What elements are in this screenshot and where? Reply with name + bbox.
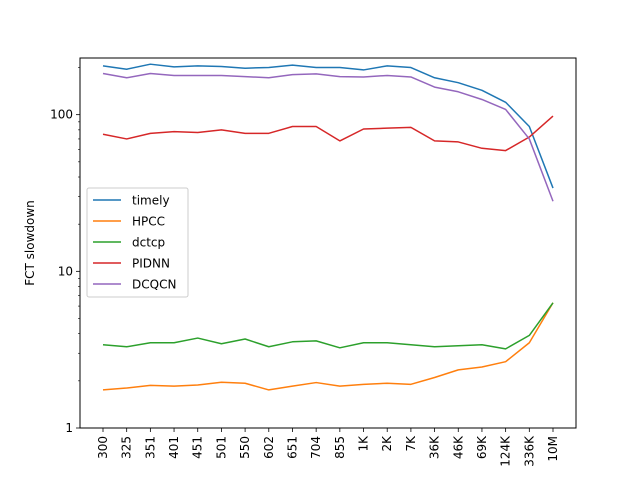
legend-label-hpcc: HPCC — [132, 215, 165, 229]
x-tick-label: 501 — [214, 436, 228, 459]
series-line-dctcp — [102, 302, 554, 350]
y-tick-label: 100 — [50, 108, 73, 122]
x-tick-label: 10M — [546, 436, 560, 462]
x-tick-label: 46K — [451, 435, 465, 459]
y-tick-label: 10 — [58, 264, 73, 278]
x-tick-label: 351 — [143, 436, 157, 459]
x-tick-label: 1K — [357, 435, 371, 452]
x-tick-label: 651 — [285, 436, 299, 459]
x-tick-label: 36K — [428, 435, 442, 459]
y-axis-label: FCT slowdown — [23, 200, 37, 286]
x-tick-label: 7K — [404, 435, 418, 452]
x-tick-label: 401 — [167, 436, 181, 459]
series-line-pidnn — [102, 115, 554, 152]
legend: timely HPCC dctcp PIDNN DCQCN — [86, 187, 189, 298]
y-tick-label: 1 — [65, 421, 73, 435]
x-tick-label: 704 — [309, 436, 323, 459]
x-tick-label: 602 — [262, 436, 276, 459]
series-line-hpcc — [102, 302, 554, 391]
series-layer — [102, 63, 554, 391]
x-axis: 300 325 351 401 451 501 550 602 651 704 855 1K 2K 7K 3… — [96, 428, 560, 467]
x-tick-label: 2K — [380, 435, 394, 452]
legend-label-timely: timely — [132, 194, 170, 208]
x-tick-label: 325 — [120, 436, 134, 459]
x-tick-label: 550 — [238, 436, 252, 459]
series-line-timely — [102, 63, 554, 189]
x-tick-label: 124K — [499, 435, 513, 467]
x-tick-label: 69K — [475, 435, 489, 459]
legend-label-pidnn: PIDNN — [132, 257, 170, 271]
legend-box — [86, 187, 189, 298]
series-line-dcqcn — [102, 72, 554, 202]
y-axis: 1 10 100 — [50, 67, 80, 435]
x-tick-label: 300 — [96, 436, 110, 459]
legend-label-dctcp: dctcp — [132, 236, 165, 250]
x-tick-label: 336K — [522, 435, 536, 467]
legend-label-dcqcn: DCQCN — [132, 278, 176, 292]
plot-frame — [79, 57, 577, 429]
x-tick-label: 855 — [333, 436, 347, 459]
x-tick-label: 451 — [191, 436, 205, 459]
